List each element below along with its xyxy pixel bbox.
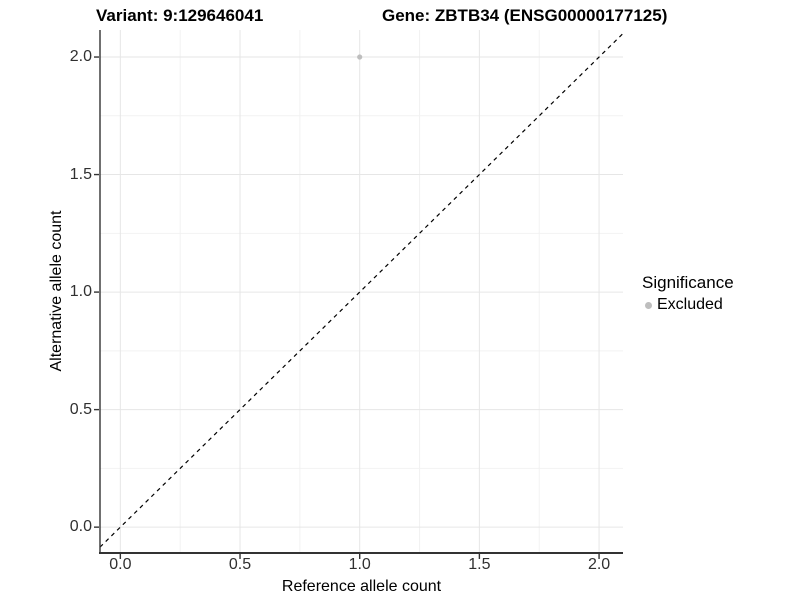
- identity-line: [99, 33, 624, 548]
- x-tick-label: 2.0: [587, 556, 611, 573]
- y-tick-label: 1.5: [69, 165, 92, 183]
- y-tick-label: 2.0: [69, 48, 92, 66]
- x-tick-label: 1.5: [468, 556, 491, 573]
- x-tick-label: 1.0: [348, 556, 371, 573]
- legend-point-icon: [645, 301, 652, 309]
- y-tick-label: 1.0: [69, 283, 92, 301]
- data-point: [357, 54, 363, 60]
- legend-title: Significance: [642, 273, 734, 292]
- legend: Significance Excluded: [642, 273, 734, 314]
- x-tick-label: 0.5: [228, 556, 252, 573]
- x-tick-label: 0.0: [109, 556, 132, 573]
- y-tick-label: 0.0: [69, 518, 92, 536]
- y-tick-label: 0.5: [69, 400, 92, 418]
- plot-title-variant: Variant: 9:129646041: [96, 6, 264, 25]
- plot-title-gene: Gene: ZBTB34 (ENSG00000177125): [382, 6, 668, 25]
- legend-entry-label: Excluded: [657, 296, 723, 313]
- x-axis-title: Reference allele count: [281, 578, 442, 595]
- legend-entry-excluded: Excluded: [642, 296, 734, 314]
